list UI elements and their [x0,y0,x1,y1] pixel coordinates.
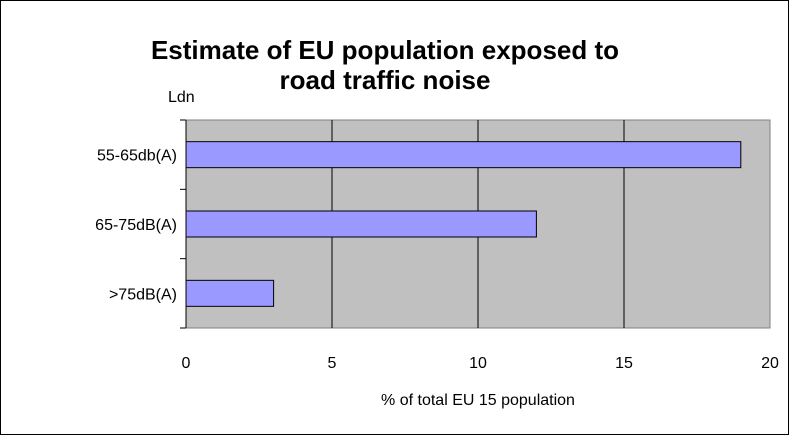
y-tick-labels: 55-65db(A) 65-75dB(A) >75dB(A) [95,148,177,304]
category-label-2: >75dB(A) [109,286,177,303]
chart-title-line-1: Estimate of EU population exposed to [151,35,619,65]
x-tick-labels: 0 5 10 15 20 [182,355,779,372]
x-tick-label-2: 10 [469,355,487,372]
category-label-1: 65-75dB(A) [95,217,177,234]
x-tick-label-3: 15 [615,355,633,372]
bar-0 [185,141,742,169]
y-axis-label: Ldn [168,89,195,106]
x-tick-label-0: 0 [182,355,191,372]
bar-2 [185,279,275,307]
bar-1 [185,210,537,238]
y-axis [180,119,187,329]
category-label-0: 55-65db(A) [97,148,177,165]
x-axis-label: % of total EU 15 population [381,392,575,409]
chart-title-line-2: road traffic noise [280,65,491,95]
x-tick-label-4: 20 [761,355,779,372]
bars [185,141,742,307]
x-tick-label-1: 5 [328,355,337,372]
